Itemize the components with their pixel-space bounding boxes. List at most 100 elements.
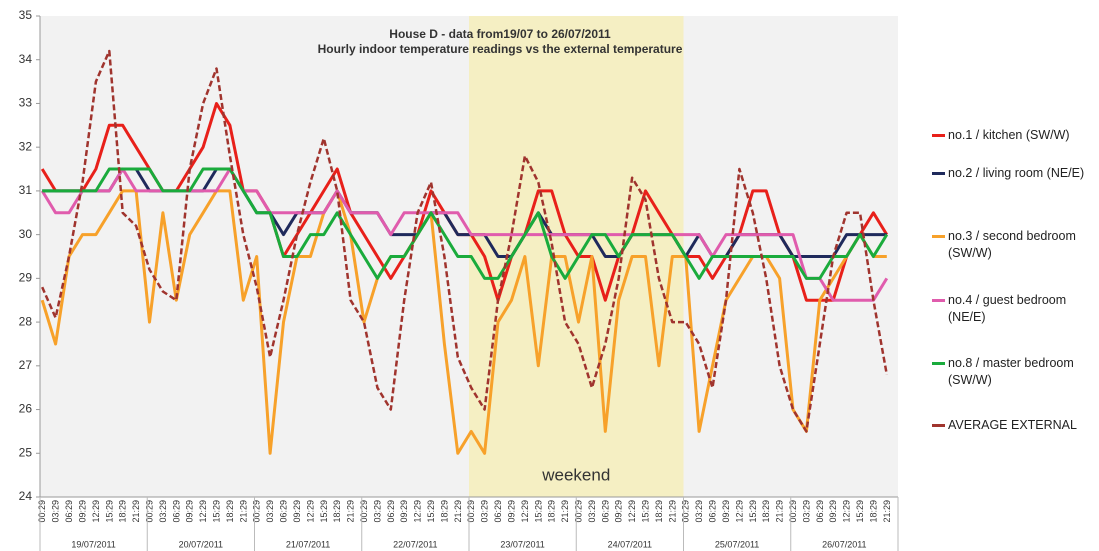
x-tick-label: 06:29 — [815, 500, 825, 523]
y-tick-label: 24 — [19, 489, 33, 503]
x-tick-label: 15:29 — [426, 500, 436, 523]
x-tick-label: 00:29 — [252, 500, 262, 523]
x-tick-label: 03:29 — [158, 500, 168, 523]
x-tick-label: 12:29 — [305, 500, 315, 523]
legend-label: AVERAGE EXTERNAL — [948, 418, 1077, 432]
series-line — [40, 189, 887, 455]
x-tick-label: 21:29 — [667, 500, 677, 523]
chart-title: House D - data from19/07 to 26/07/2011 — [389, 27, 611, 41]
chart-subtitle: Hourly indoor temperature readings vs th… — [318, 42, 683, 56]
legend-item: no.8 / master bedroom (SW/W) — [932, 355, 1092, 389]
x-tick-label: 09:29 — [614, 500, 624, 523]
x-tick-label: 03:29 — [587, 500, 597, 523]
series-line — [41, 49, 889, 433]
x-tick-label: 06:29 — [386, 500, 396, 523]
legend-swatch — [932, 424, 945, 427]
x-tick-label: 06:29 — [493, 500, 503, 523]
x-tick-label: 00:29 — [359, 500, 369, 523]
y-tick-label: 33 — [19, 96, 33, 110]
x-tick-label: 18:29 — [332, 500, 342, 523]
x-tick-label: 18:29 — [654, 500, 664, 523]
x-tick-label: 12:29 — [627, 500, 637, 523]
x-tick-label: 18:29 — [225, 500, 235, 523]
legend-item: no.3 / second bedroom (SW/W) — [932, 228, 1092, 262]
x-tick-label: 21:29 — [238, 500, 248, 523]
x-tick-label: 12:29 — [198, 500, 208, 523]
y-tick-label: 34 — [19, 52, 33, 66]
x-tick-label: 03:29 — [51, 500, 61, 523]
x-tick-label: 06:29 — [279, 500, 289, 523]
x-tick-label: 03:29 — [480, 500, 490, 523]
x-tick-label: 21:29 — [346, 500, 356, 523]
y-tick-label: 26 — [19, 402, 33, 416]
x-tick-label: 03:29 — [265, 500, 275, 523]
legend-label: no.3 / second bedroom (SW/W) — [948, 229, 1076, 260]
legend-swatch — [932, 134, 945, 137]
x-tick-label: 03:29 — [694, 500, 704, 523]
x-tick-label: 15:29 — [212, 500, 222, 523]
legend-label: no.2 / living room (NE/E) — [948, 166, 1085, 180]
x-tick-label: 21:29 — [131, 500, 141, 523]
x-tick-label: 06:29 — [600, 500, 610, 523]
x-tick-label: 03:29 — [372, 500, 382, 523]
x-tick-label: 00:29 — [681, 500, 691, 523]
legend-item: no.1 / kitchen (SW/W) — [932, 127, 1092, 144]
legend-swatch — [932, 362, 945, 365]
x-group-label: 23/07/2011 — [500, 539, 544, 549]
x-tick-label: 09:29 — [506, 500, 516, 523]
weekend-label: weekend — [541, 465, 610, 484]
x-tick-label: 12:29 — [91, 500, 101, 523]
x-group-label: 20/07/2011 — [179, 539, 223, 549]
legend-swatch — [932, 299, 945, 302]
x-tick-label: 09:29 — [77, 500, 87, 523]
x-tick-label: 21:29 — [882, 500, 892, 523]
x-tick-label: 00:29 — [788, 500, 798, 523]
chart: weekend House D - data from19/07 to 26/0… — [19, 8, 899, 551]
legend-swatch — [932, 172, 945, 175]
x-tick-label: 18:29 — [761, 500, 771, 523]
x-tick-label: 09:29 — [399, 500, 409, 523]
y-tick-label: 27 — [19, 358, 33, 372]
x-tick-label: 00:29 — [37, 500, 47, 523]
legend-swatch — [932, 235, 945, 238]
x-tick-label: 12:29 — [413, 500, 423, 523]
x-tick-label: 00:29 — [144, 500, 154, 523]
x-tick-label: 18:29 — [118, 500, 128, 523]
x-tick-label: 21:29 — [560, 500, 570, 523]
x-tick-label: 15:29 — [641, 500, 651, 523]
x-group-label: 22/07/2011 — [393, 539, 437, 549]
x-group-label: 24/07/2011 — [608, 539, 652, 549]
legend-label: no.1 / kitchen (SW/W) — [948, 128, 1070, 142]
x-group-label: 19/07/2011 — [71, 539, 115, 549]
x-tick-label: 21:29 — [453, 500, 463, 523]
x-tick-label: 12:29 — [520, 500, 530, 523]
x-group-label: 26/07/2011 — [822, 539, 866, 549]
legend-item: AVERAGE EXTERNAL — [932, 417, 1092, 434]
x-tick-label: 15:29 — [104, 500, 114, 523]
legend-label: no.8 / master bedroom (SW/W) — [948, 356, 1074, 387]
x-tick-label: 15:29 — [319, 500, 329, 523]
x-tick-label: 21:29 — [775, 500, 785, 523]
x-tick-label: 15:29 — [748, 500, 758, 523]
y-tick-label: 31 — [19, 183, 33, 197]
x-tick-label: 15:29 — [855, 500, 865, 523]
x-tick-label: 00:29 — [466, 500, 476, 523]
x-group-label: 25/07/2011 — [715, 539, 759, 549]
y-tick-label: 35 — [19, 8, 33, 22]
x-tick-label: 09:29 — [828, 500, 838, 523]
legend-item: no.4 / guest bedroom (NE/E) — [932, 292, 1092, 326]
x-tick-label: 06:29 — [64, 500, 74, 523]
x-tick-label: 00:29 — [573, 500, 583, 523]
legend-item: no.2 / living room (NE/E) — [932, 165, 1092, 182]
x-tick-label: 09:29 — [185, 500, 195, 523]
series-line — [42, 167, 889, 280]
x-tick-label: 12:29 — [734, 500, 744, 523]
x-tick-label: 06:29 — [708, 500, 718, 523]
legend-label: no.4 / guest bedroom (NE/E) — [948, 293, 1067, 324]
x-tick-label: 18:29 — [547, 500, 557, 523]
x-tick-label: 18:29 — [868, 500, 878, 523]
x-group-label: 21/07/2011 — [286, 539, 330, 549]
y-tick-label: 32 — [19, 139, 33, 153]
x-tick-label: 09:29 — [721, 500, 731, 523]
